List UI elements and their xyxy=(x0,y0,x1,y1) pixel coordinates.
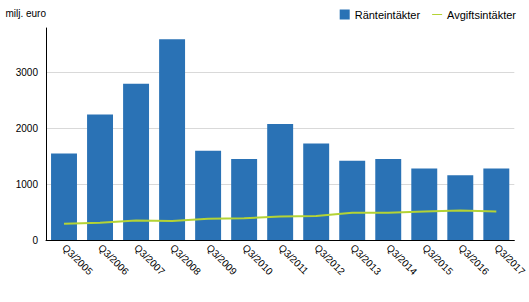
svg-text:milj. euro: milj. euro xyxy=(5,8,46,19)
svg-text:Q3/2015: Q3/2015 xyxy=(420,242,455,277)
svg-text:Q3/2016: Q3/2016 xyxy=(456,242,491,277)
svg-text:Q3/2014: Q3/2014 xyxy=(384,242,419,277)
svg-text:Q3/2007: Q3/2007 xyxy=(132,242,167,277)
svg-text:0: 0 xyxy=(32,235,38,246)
svg-text:Avgiftsintäkter: Avgiftsintäkter xyxy=(447,9,516,21)
svg-text:2000: 2000 xyxy=(16,123,39,134)
svg-text:Q3/2012: Q3/2012 xyxy=(312,242,347,277)
svg-text:Ränteintäkter: Ränteintäkter xyxy=(355,9,421,21)
svg-text:Q3/2008: Q3/2008 xyxy=(168,242,203,277)
svg-text:Q3/2010: Q3/2010 xyxy=(240,242,275,277)
svg-text:Q3/2009: Q3/2009 xyxy=(204,242,239,277)
svg-text:Q3/2006: Q3/2006 xyxy=(96,242,131,277)
svg-text:Q3/2013: Q3/2013 xyxy=(348,242,383,277)
svg-text:Q3/2005: Q3/2005 xyxy=(60,242,95,277)
svg-text:1000: 1000 xyxy=(16,179,39,190)
svg-text:Q3/2011: Q3/2011 xyxy=(276,242,311,277)
svg-text:3000: 3000 xyxy=(16,67,39,78)
svg-text:Q3/2017: Q3/2017 xyxy=(492,242,527,277)
